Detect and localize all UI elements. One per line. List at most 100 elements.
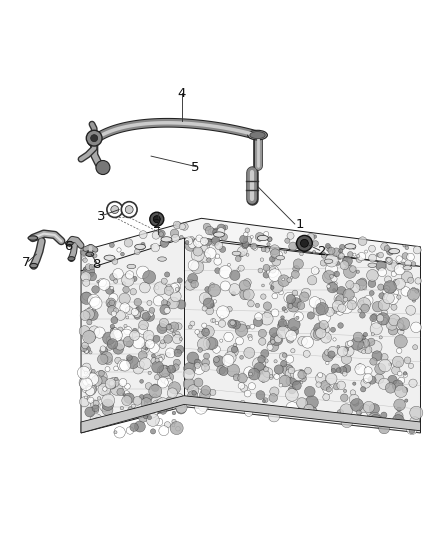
- Circle shape: [322, 270, 336, 284]
- Circle shape: [279, 375, 291, 387]
- Circle shape: [378, 268, 387, 277]
- Circle shape: [327, 336, 330, 340]
- Circle shape: [277, 326, 289, 338]
- Circle shape: [164, 335, 172, 343]
- Circle shape: [139, 282, 150, 293]
- Circle shape: [379, 423, 390, 434]
- Circle shape: [378, 378, 390, 390]
- Circle shape: [149, 308, 155, 313]
- Circle shape: [214, 356, 225, 367]
- Ellipse shape: [161, 237, 172, 242]
- Circle shape: [250, 236, 253, 238]
- Circle shape: [340, 261, 349, 270]
- Circle shape: [336, 252, 343, 259]
- Circle shape: [115, 340, 125, 350]
- Circle shape: [151, 358, 158, 364]
- Circle shape: [157, 324, 167, 334]
- Circle shape: [271, 249, 280, 258]
- Circle shape: [300, 381, 303, 384]
- Circle shape: [388, 375, 397, 385]
- Circle shape: [202, 326, 214, 337]
- Circle shape: [270, 286, 274, 289]
- Circle shape: [274, 365, 283, 374]
- Circle shape: [211, 319, 215, 322]
- Circle shape: [188, 237, 194, 243]
- Circle shape: [134, 421, 145, 432]
- Circle shape: [115, 357, 121, 364]
- Circle shape: [217, 224, 226, 232]
- Circle shape: [173, 221, 181, 229]
- Circle shape: [368, 376, 376, 384]
- Circle shape: [139, 245, 145, 250]
- Circle shape: [135, 306, 144, 316]
- Circle shape: [343, 345, 354, 357]
- Circle shape: [293, 381, 301, 390]
- Circle shape: [138, 325, 148, 334]
- Circle shape: [96, 160, 110, 174]
- Circle shape: [222, 354, 234, 366]
- Circle shape: [339, 253, 344, 259]
- Circle shape: [353, 332, 363, 342]
- Circle shape: [181, 223, 188, 230]
- Circle shape: [282, 306, 286, 311]
- Circle shape: [261, 312, 273, 325]
- Circle shape: [220, 281, 230, 291]
- Circle shape: [323, 394, 330, 400]
- Circle shape: [318, 311, 331, 324]
- Circle shape: [325, 245, 332, 251]
- Circle shape: [213, 300, 216, 303]
- Circle shape: [174, 332, 180, 337]
- Circle shape: [393, 279, 399, 286]
- Circle shape: [158, 230, 165, 237]
- Circle shape: [369, 254, 377, 262]
- Circle shape: [370, 314, 377, 322]
- Circle shape: [289, 374, 300, 385]
- Circle shape: [215, 321, 219, 325]
- Circle shape: [194, 251, 207, 263]
- Circle shape: [302, 336, 314, 348]
- Circle shape: [220, 339, 223, 342]
- Ellipse shape: [135, 244, 145, 249]
- Circle shape: [255, 232, 264, 241]
- Circle shape: [337, 345, 340, 348]
- Circle shape: [356, 366, 359, 370]
- Circle shape: [113, 279, 118, 283]
- Circle shape: [172, 424, 175, 427]
- Circle shape: [383, 289, 389, 295]
- Circle shape: [162, 369, 168, 375]
- Circle shape: [102, 387, 107, 391]
- Circle shape: [372, 302, 383, 312]
- Circle shape: [316, 328, 326, 338]
- Circle shape: [394, 278, 406, 289]
- Circle shape: [161, 278, 167, 284]
- Circle shape: [255, 303, 260, 308]
- Circle shape: [86, 383, 97, 394]
- Circle shape: [262, 400, 265, 402]
- Circle shape: [347, 341, 353, 346]
- Circle shape: [166, 325, 172, 330]
- Circle shape: [122, 282, 125, 285]
- Circle shape: [155, 358, 159, 362]
- Circle shape: [239, 280, 251, 291]
- Circle shape: [395, 385, 407, 398]
- Circle shape: [321, 253, 326, 259]
- Circle shape: [350, 283, 360, 293]
- Circle shape: [274, 360, 277, 363]
- Circle shape: [350, 296, 357, 304]
- Circle shape: [335, 296, 342, 303]
- Circle shape: [111, 206, 119, 214]
- Circle shape: [333, 288, 336, 292]
- Circle shape: [187, 352, 199, 364]
- Circle shape: [113, 366, 118, 371]
- Circle shape: [81, 272, 91, 282]
- Circle shape: [160, 304, 170, 314]
- Circle shape: [398, 328, 404, 335]
- Circle shape: [384, 281, 396, 294]
- Circle shape: [396, 361, 401, 367]
- Circle shape: [177, 278, 182, 283]
- Circle shape: [343, 416, 348, 422]
- Circle shape: [82, 330, 95, 343]
- Circle shape: [406, 253, 414, 261]
- Circle shape: [145, 340, 155, 349]
- Circle shape: [297, 236, 312, 251]
